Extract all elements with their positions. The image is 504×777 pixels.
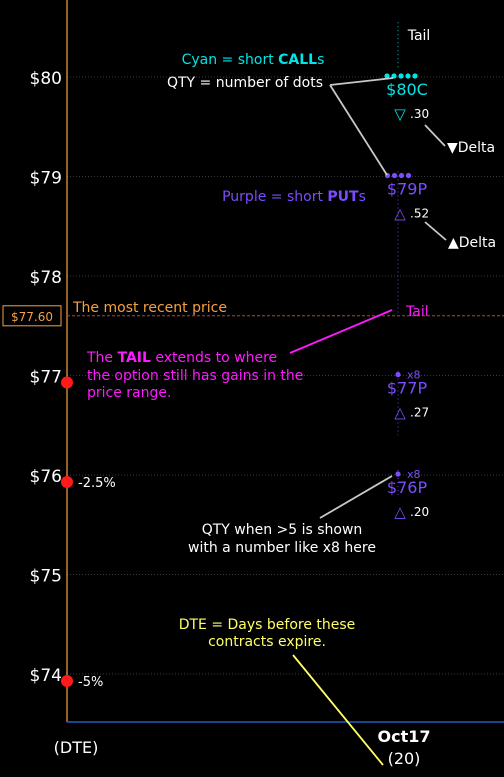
qty-dot-s0-p0-4 <box>412 73 418 79</box>
annotation-purple-part-2: s <box>359 189 366 205</box>
qty-label-s1-p2: x8 <box>407 468 421 481</box>
annotation-purple-part-1: PUT <box>327 189 359 205</box>
delta-callout-line-down <box>424 124 446 147</box>
delta-symbol-s1-p1: △ <box>394 404 406 422</box>
y-tick-label-0: $80 <box>30 69 62 89</box>
annotation-tail-explain-3: price range. <box>87 385 171 401</box>
delta-symbol-s1-p2: △ <box>394 503 406 521</box>
annotation-qty-big-2: with a number like x8 here <box>188 540 376 556</box>
annotation-dte-2-part-0: contracts expire. <box>208 634 326 650</box>
percent-marker-2 <box>61 674 73 687</box>
current-price-label: $77.60 <box>11 310 53 324</box>
annotation-tail-explain-1-part-0: The <box>86 350 118 366</box>
annotation-tail-explain-2: the option still has gains in the <box>87 368 303 384</box>
annotation-cyan-part-1: CALL <box>278 52 317 68</box>
annotation-cyan: Cyan = short CALLs <box>182 52 325 68</box>
strike-label-s1-p1: $77P <box>387 379 428 398</box>
qty-callout-line-a <box>329 77 394 86</box>
current-price-box <box>2 305 62 327</box>
annotation-cyan-part-2: s <box>317 52 324 68</box>
annotation-tail-explain-1-part-2: extends to where <box>151 350 277 366</box>
qty-dot-s0-p0-2 <box>398 73 404 79</box>
y-tick-label-4: $76 <box>30 467 62 487</box>
annotation-qty: QTY = number of dots <box>167 75 323 91</box>
annotation-purple-part-0: Purple = short <box>222 189 327 205</box>
qty-dot-s1-p2-0 <box>395 471 401 477</box>
annotation-tail-explain-2-part-0: the option still has gains in the <box>87 368 303 384</box>
y-tick-label-6: $74 <box>30 666 62 686</box>
annotation-delta-down-part-0: ▼Delta <box>447 140 495 156</box>
qty-dot-s1-p1-0 <box>395 371 401 378</box>
delta-value-s1-p1: .27 <box>410 406 429 420</box>
percent-marker-label-2: -5% <box>78 675 103 690</box>
annotation-qty-big-1: QTY when >5 is shown <box>202 522 363 538</box>
x-tick-date-0: Oct17 <box>378 727 431 746</box>
qty-dot-s0-p0-0 <box>384 73 390 79</box>
annotation-cyan-part-0: Cyan = short <box>182 52 279 68</box>
annotation-tail-explain-1: The TAIL extends to where <box>86 350 277 366</box>
annotation-delta-up-part-0: ▲Delta <box>448 235 496 251</box>
annotation-recent-price-part-0: The most recent price <box>72 300 227 316</box>
y-tick-label-1: $79 <box>30 169 62 189</box>
qty-dot-s1-p0-1 <box>391 172 398 179</box>
percent-marker-1 <box>61 475 73 488</box>
qty-label-s1-p1: x8 <box>407 369 421 382</box>
annotation-tail-mid: Tail <box>405 304 429 320</box>
qty-callout-line-b <box>329 84 388 176</box>
annotation-delta-down: ▼Delta <box>447 140 495 156</box>
delta-symbol-s1-p0: △ <box>394 205 406 223</box>
qty-dot-s0-p0-3 <box>405 73 411 79</box>
annotation-dte-1: DTE = Days before these <box>179 617 356 633</box>
annotation-dte-1-part-0: DTE = Days before these <box>179 617 356 633</box>
delta-value-s1-p0: .52 <box>410 207 429 221</box>
dte-callout-line <box>292 654 384 766</box>
y-tick-label-3: $77 <box>30 368 62 388</box>
qty-big-callout-line <box>319 475 393 519</box>
annotation-qty-big-1-part-0: QTY when >5 is shown <box>202 522 363 538</box>
tail-callout-line <box>289 309 393 354</box>
annotation-qty-big-2-part-0: with a number like x8 here <box>188 540 376 556</box>
annotation-tail-explain-3-part-0: price range. <box>87 385 171 401</box>
annotation-recent-price: The most recent price <box>72 300 227 316</box>
annotation-purple: Purple = short PUTs <box>222 189 366 205</box>
qty-dot-s1-p0-2 <box>398 172 405 179</box>
annotation-dte-2: contracts expire. <box>208 634 326 650</box>
annotation-tail-top: Tail <box>407 28 431 44</box>
strike-label-s1-p0: $79P <box>387 180 428 199</box>
percent-marker-0 <box>61 376 73 389</box>
annotation-qty-part-0: QTY = number of dots <box>167 75 323 91</box>
percent-marker-label-1: -2.5% <box>78 476 116 491</box>
strike-label-s1-p2: $76P <box>387 478 428 497</box>
x-axis-label: (DTE) <box>54 738 99 757</box>
x-tick-dte-0: (20) <box>388 749 421 768</box>
delta-callout-line-up <box>424 221 447 241</box>
annotation-delta-up: ▲Delta <box>448 235 496 251</box>
y-tick-label-5: $75 <box>30 567 62 587</box>
annotation-tail-explain-1-part-1: TAIL <box>118 350 152 366</box>
y-tick-label-2: $78 <box>30 268 62 288</box>
annotation-tail-mid-part-0: Tail <box>405 304 429 320</box>
delta-value-s1-p2: .20 <box>410 505 429 519</box>
delta-value-s0-p0: .30 <box>410 107 429 121</box>
qty-dot-s1-p0-3 <box>405 172 412 179</box>
delta-symbol-s0-p0: ▽ <box>394 105 406 123</box>
strike-label-s0-p0: $80C <box>386 80 428 99</box>
annotation-tail-top-part-0: Tail <box>407 28 431 44</box>
